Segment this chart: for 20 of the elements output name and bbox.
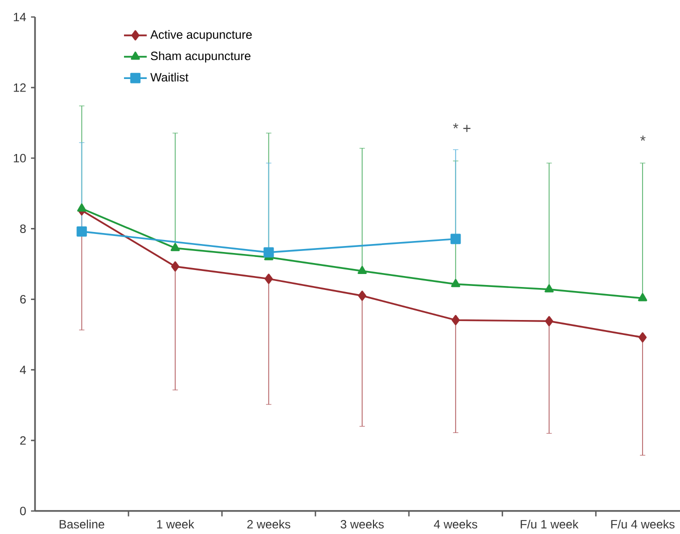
legend-label: Active acupuncture	[150, 30, 252, 42]
x-tick-label: 3 weeks	[340, 520, 384, 529]
annotation: * +	[453, 123, 470, 132]
x-tick-label: F/u 4 weeks	[611, 520, 675, 529]
legend-label: Waitlist	[150, 72, 188, 82]
annotation: *	[640, 136, 646, 141]
x-tick-label: 2 weeks	[247, 520, 290, 529]
x-tick-label: Baseline	[60, 520, 104, 529]
x-tick-label: F/u 1 week	[520, 520, 578, 529]
y-tick-label: 12	[14, 83, 26, 92]
y-tick-label: 14	[14, 12, 26, 22]
y-tick-label: 10	[14, 154, 26, 162]
x-tick-label: 4 weeks	[434, 520, 478, 529]
y-tick-label: 8	[20, 224, 26, 233]
y-tick-label: 4	[20, 366, 26, 374]
y-tick-label: 0	[20, 506, 26, 516]
legend-label: Sham acupuncture	[150, 51, 250, 63]
y-tick-label: 6	[20, 295, 26, 304]
x-tick-label: 1 week	[157, 520, 194, 529]
y-tick-label: 2	[20, 436, 26, 445]
